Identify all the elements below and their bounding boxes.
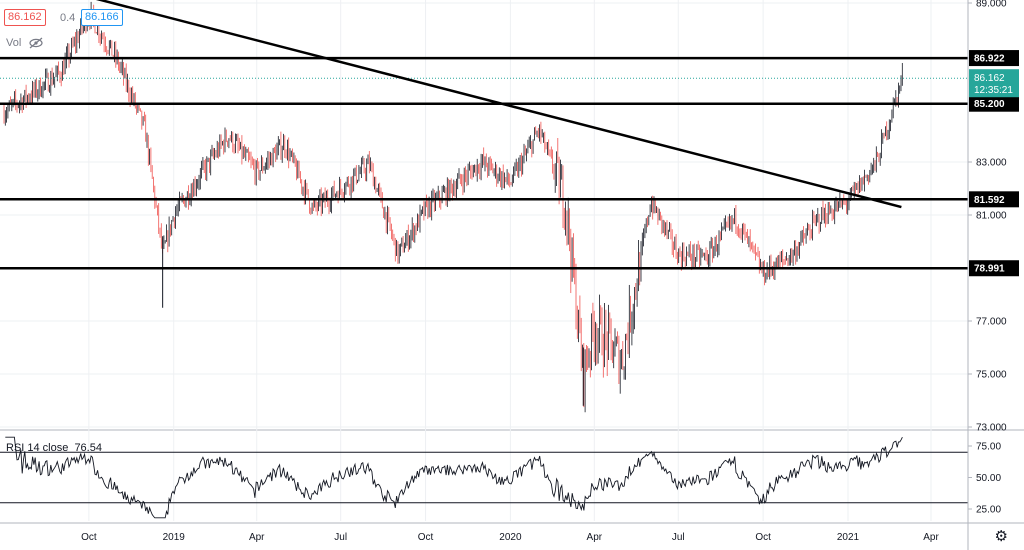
x-tick-label: Jul [334,532,347,543]
level-badge-label: 81.592 [974,195,1005,206]
last-price-badge [969,69,1019,98]
y-tick-label: 81.000 [976,211,1007,222]
price-left-box: 86.162 [4,9,46,26]
y-tick-label: 83.000 [976,158,1007,169]
gear-icon[interactable]: ⚙ [994,528,1008,545]
y-tick-label: 89.000 [976,0,1007,10]
level-badge [969,260,1019,277]
time-axis: Oct 2019 Apr Jul Oct 2020 Apr Jul Oct 2021 Apr [81,532,939,543]
rsi-value: 76.54 [74,442,102,454]
level-badge [969,95,1019,112]
y-tick-label: 77.000 [976,317,1007,328]
grid-lines [0,0,1024,524]
trend-line-layer [61,0,902,209]
y-tick-label: 73.000 [976,423,1007,434]
level-badge-label: 86.922 [974,54,1005,65]
price-axis: 89.000 83.000 81.000 77.000 75.000 73.000 86.9… [967,0,1019,550]
x-tick-label: Oct [418,532,434,543]
x-tick-label: Apr [587,532,603,543]
x-tick-label: Oct [755,532,771,543]
candles-layer [3,1,903,413]
rsi-tick-label: 75.00 [976,442,1001,453]
price-right-value: 86.166 [85,11,119,23]
x-tick-label: Apr [249,532,265,543]
trend-line[interactable] [61,0,902,209]
vol-label: Vol [6,37,22,49]
rsi-legend: RSI 14 close 76.54 [6,442,102,454]
x-tick-label: 2021 [837,532,860,543]
support-resistance-levels [0,56,968,270]
price-right-box: 86.166 [81,9,123,26]
x-tick-label: Oct [81,532,97,543]
price-left-value: 86.162 [8,11,42,23]
eye-crossed-icon[interactable] [28,37,44,49]
rsi-tick-label: 50.00 [976,473,1001,484]
rsi-line [5,436,903,519]
level-badge [969,50,1019,67]
change-value: 0.4 [60,12,76,24]
rsi-tick-label: 25.00 [976,505,1001,516]
countdown-label: 12:35:21 [974,85,1013,96]
rsi-label: RSI 14 close [6,442,69,454]
y-tick-label: 75.000 [976,370,1007,381]
last-price-label: 86.162 [974,73,1005,84]
level-badge [969,191,1019,208]
x-tick-label: 2020 [499,532,522,543]
level-badge-label: 78.991 [974,264,1005,275]
x-tick-label: Apr [923,532,939,543]
level-badge-label: 85.200 [974,99,1005,110]
rsi-pane [0,436,968,519]
x-tick-label: 2019 [163,532,186,543]
x-tick-label: Jul [672,532,685,543]
volume-legend[interactable]: Vol [6,37,44,49]
